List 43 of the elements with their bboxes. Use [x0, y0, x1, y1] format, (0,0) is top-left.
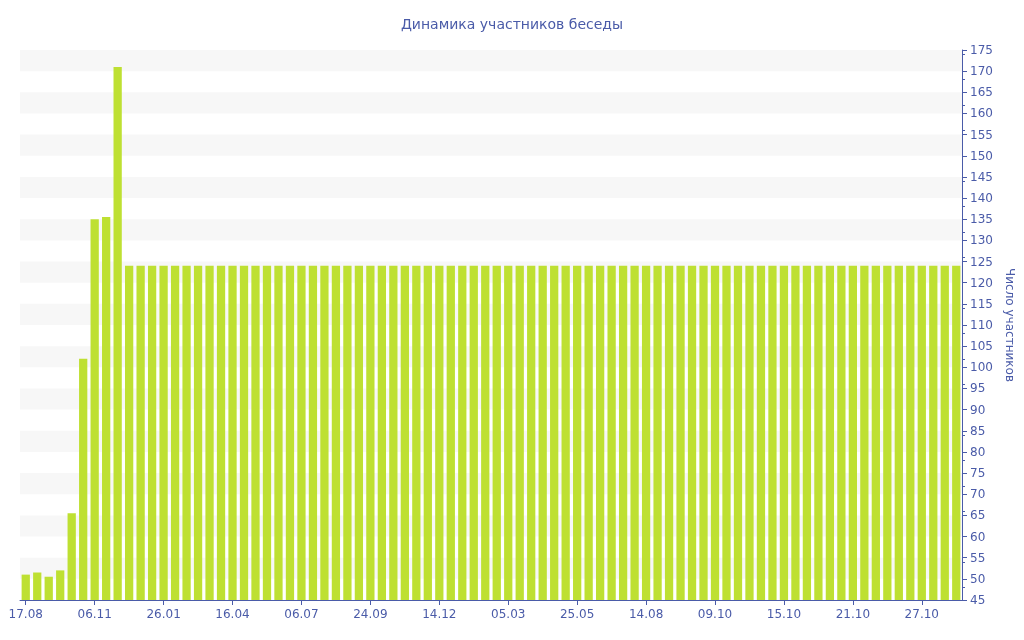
y-tick-label: 55: [970, 550, 986, 565]
y-tick-label: 45: [970, 593, 986, 607]
x-tick-label: 14.12: [422, 607, 457, 621]
y-tick-label: 170: [970, 64, 993, 79]
x-tick-label: 06.07: [284, 607, 319, 621]
x-tick-label: 06.11: [77, 607, 112, 621]
y-tick-label: 110: [970, 318, 993, 332]
x-tick-label: 09.10: [697, 607, 733, 621]
x-tick-label: 17.08: [8, 607, 43, 621]
y-tick-label: 155: [970, 127, 993, 142]
y-tick-label: 65: [970, 508, 986, 523]
chart-title: Динамика участников беседы: [400, 16, 624, 32]
y-tick-label: 140: [970, 191, 993, 206]
y-tick-label: 90: [970, 402, 986, 417]
y-tick-label: 80: [970, 444, 986, 459]
x-tick-label: 21.10: [835, 607, 871, 621]
y-tick-label: 130: [970, 233, 993, 248]
y-tick-label: 85: [970, 423, 986, 438]
y-tick-label: 50: [970, 571, 986, 586]
x-tick-label: 27.10: [904, 607, 939, 621]
y-tick-label: 165: [970, 85, 993, 100]
y-tick-label: 60: [970, 529, 986, 544]
y-tick-label: 95: [970, 381, 986, 396]
y-tick-label: 150: [970, 148, 993, 163]
y-tick-label: 75: [970, 466, 986, 481]
x-tick-label: 25.05: [559, 607, 595, 621]
y-tick-label: 175: [970, 43, 993, 57]
y-tick-label: 160: [970, 106, 993, 121]
x-tick-label: 26.01: [146, 607, 181, 621]
y-tick-label: 105: [970, 339, 993, 354]
y-tick-label: 115: [970, 296, 993, 311]
x-tick-label: 16.04: [215, 607, 250, 621]
x-tick-label: 24.09: [353, 607, 388, 621]
y-tick-label: 145: [970, 169, 993, 184]
y-tick-label: 135: [970, 212, 993, 227]
y-tick-label: 70: [970, 487, 986, 502]
x-tick-label: 15.10: [766, 607, 802, 621]
y-axis-title: Число участников: [1003, 268, 1017, 382]
y-tick-label: 125: [970, 254, 993, 269]
y-tick-label: 100: [970, 360, 993, 375]
x-tick-label: 14.08: [628, 607, 664, 621]
x-tick-label: 05.03: [491, 607, 526, 621]
y-tick-label: 120: [970, 275, 993, 290]
